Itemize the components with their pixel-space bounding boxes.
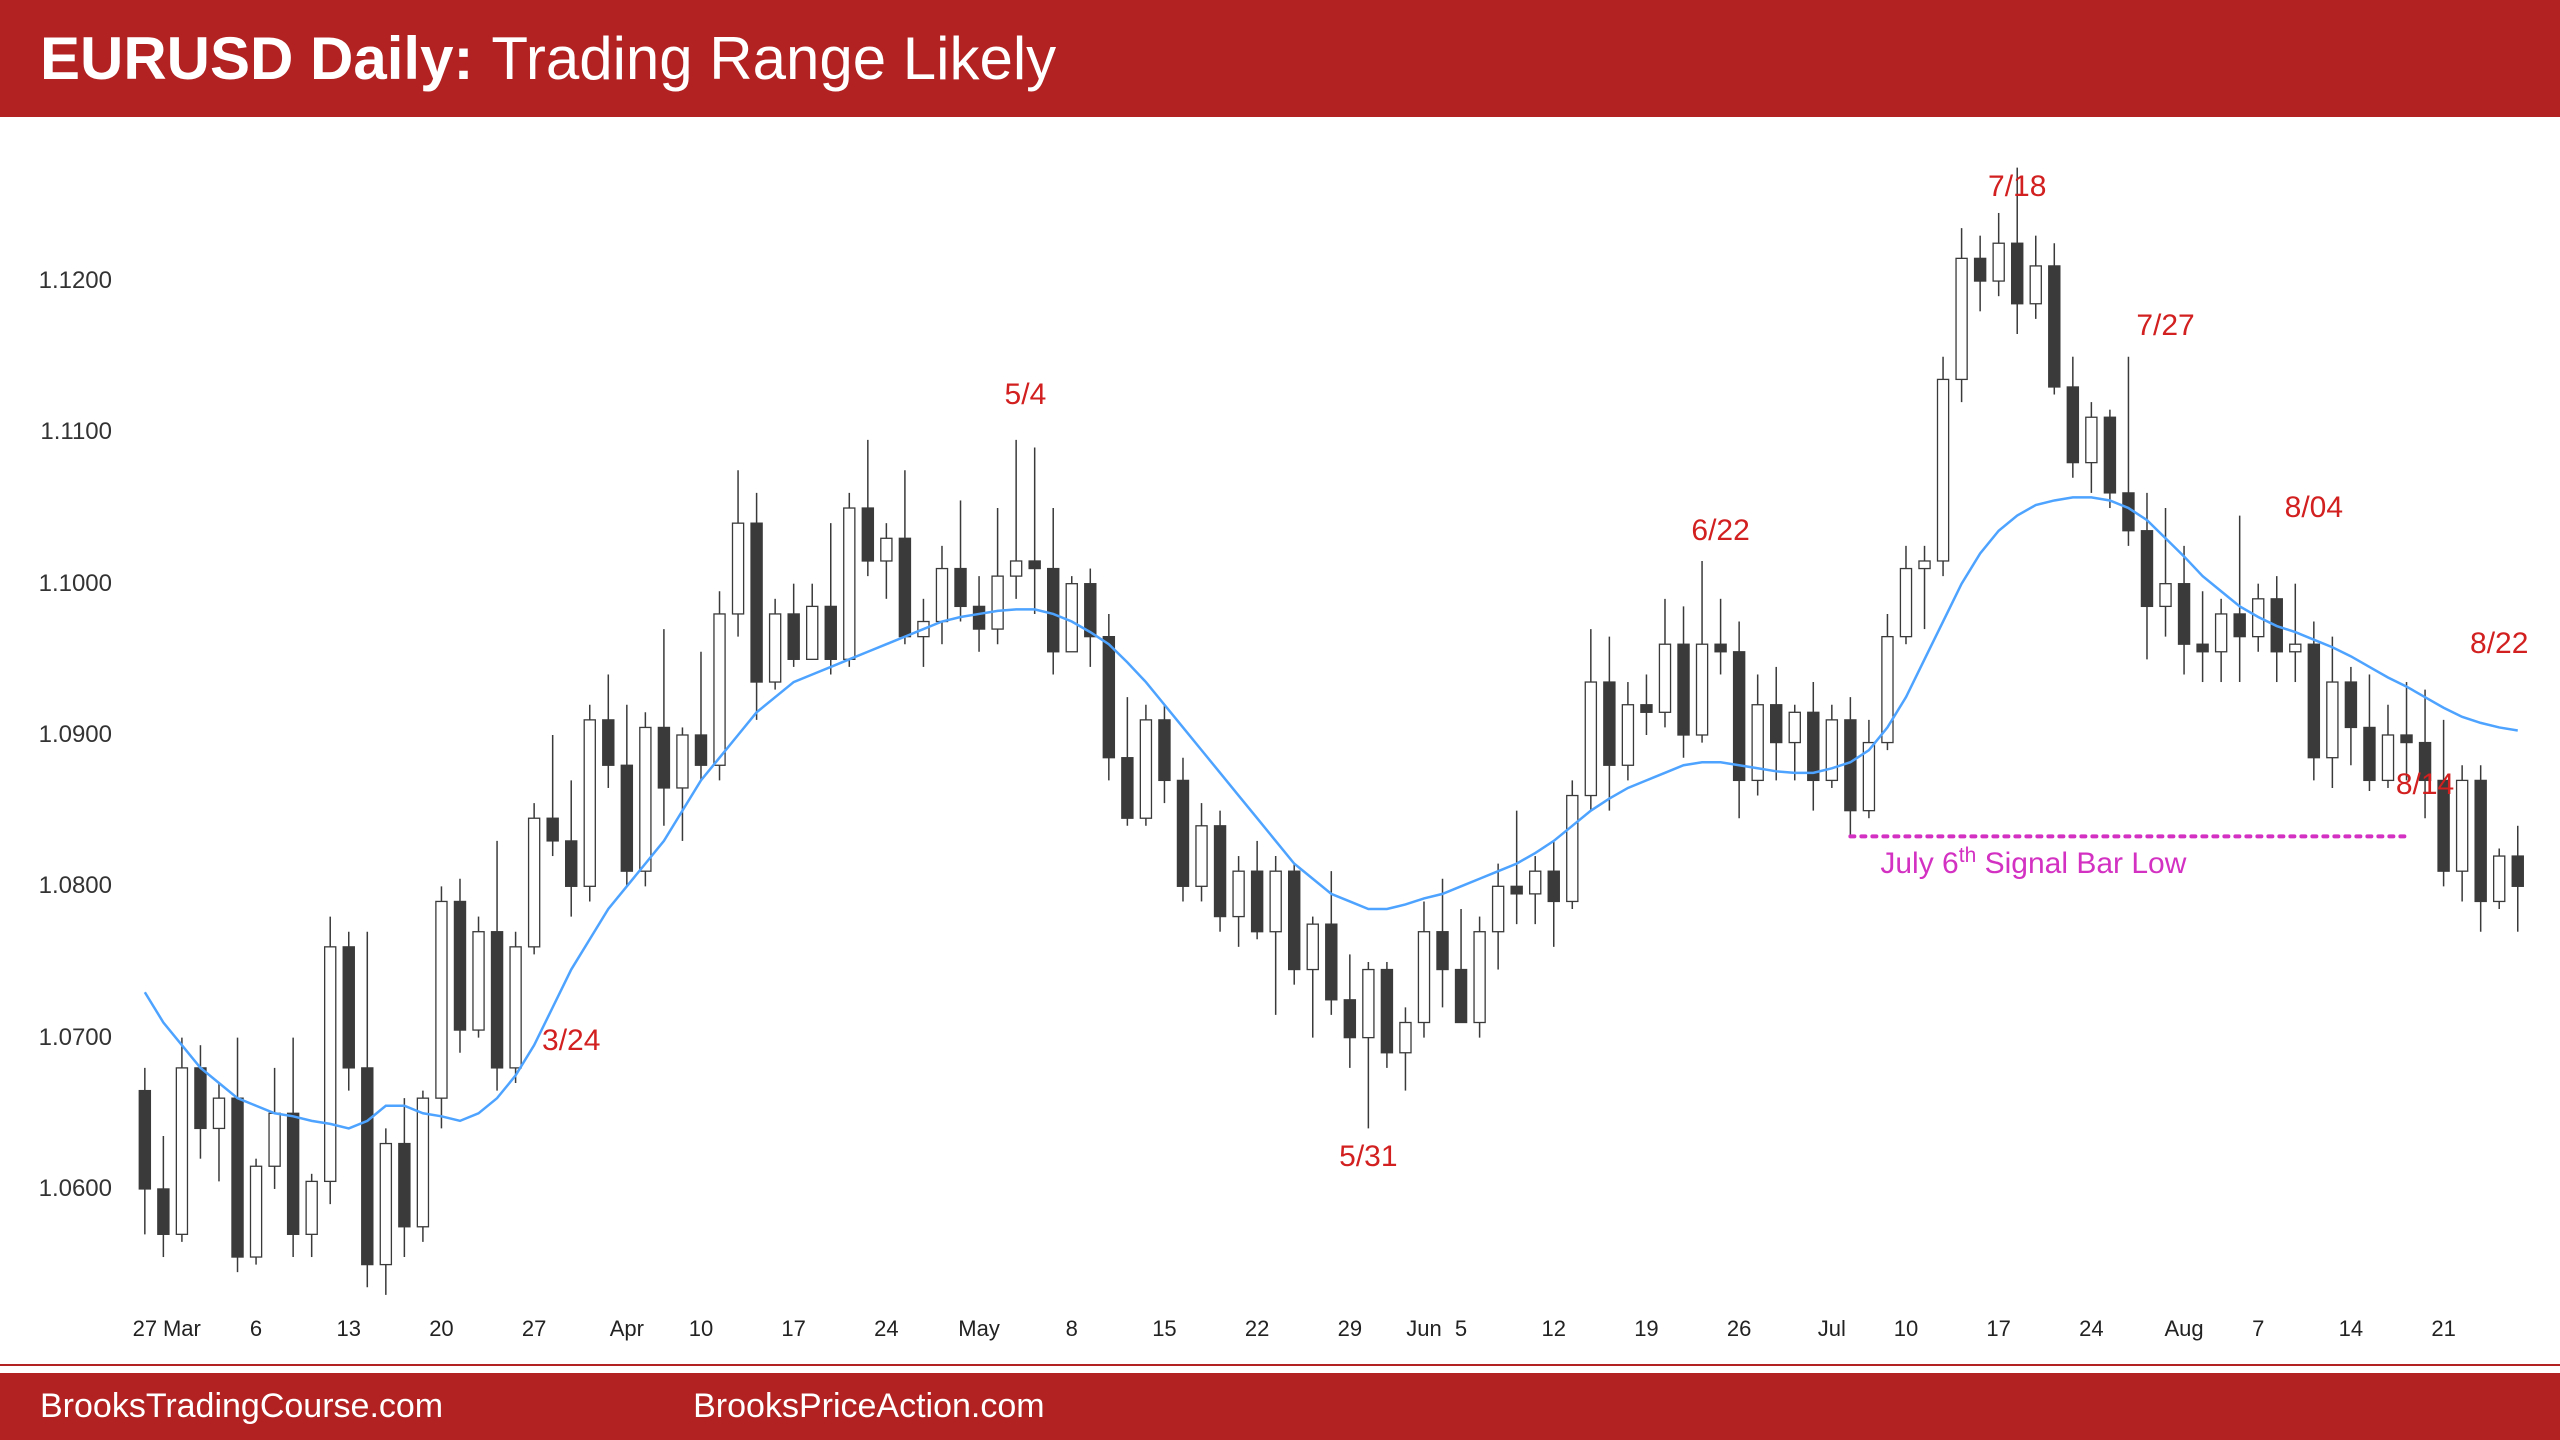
date-annotation: 8/04 [2285,491,2343,525]
y-axis: 1.0600 1.0700 1.0800 1.0900 1.1000 1.1100 1.12… [10,160,120,1310]
date-annotation: 5/31 [1339,1140,1397,1174]
x-tick-label: 12 [1542,1316,1566,1342]
date-annotation: 7/27 [2136,309,2194,343]
y-tick-label: 1.1000 [39,570,112,598]
x-axis: 27Mar6132027Apr101724May8152229Jun512192… [130,1310,2540,1350]
footer-link-left: BrooksTradingCourse.com [40,1387,443,1426]
footer-bar: BrooksTradingCourse.com BrooksPriceActio… [0,1373,2560,1440]
x-tick-label: 15 [1152,1316,1176,1342]
x-tick-label: 24 [874,1316,898,1342]
x-tick-label: 6 [250,1316,262,1342]
plot-area: July 6th Signal Bar Low 5/4 3/24 5/31 6/22 7/… [130,160,2540,1310]
y-tick-label: 1.1100 [40,418,112,446]
x-tick-label: 17 [781,1316,805,1342]
x-tick-label: 24 [2079,1316,2103,1342]
x-tick-label: 13 [337,1316,361,1342]
date-annotation: 8/22 [2470,627,2528,661]
footer-link-right: BrooksPriceAction.com [693,1387,1044,1426]
y-tick-label: 1.0700 [39,1024,112,1052]
x-tick-label: 10 [1894,1316,1918,1342]
footer-rule [0,1364,2560,1366]
x-tick-label: 5 [1455,1316,1467,1342]
x-tick-label: 29 [1338,1316,1362,1342]
header-title-light: Trading Range Likely [491,24,1056,93]
x-tick-label: 14 [2339,1316,2363,1342]
x-tick-label: 8 [1066,1316,1078,1342]
x-tick-label: 22 [1245,1316,1269,1342]
x-tick-label: 10 [689,1316,713,1342]
y-tick-label: 1.0600 [39,1175,112,1203]
date-annotation: 5/4 [1005,378,1047,412]
header-bar: EURUSD Daily: Trading Range Likely [0,0,2560,117]
x-tick-label: 27 [133,1316,157,1342]
x-tick-label: 21 [2431,1316,2455,1342]
x-tick-label: 17 [1986,1316,2010,1342]
chart-area: 1.0600 1.0700 1.0800 1.0900 1.1000 1.1100 1.12… [10,160,2550,1350]
y-tick-label: 1.1200 [39,267,112,295]
x-tick-label: Apr [610,1316,644,1342]
x-tick-label: Jul [1818,1316,1846,1342]
y-tick-label: 1.0800 [39,872,112,900]
date-annotation: 8/14 [2396,768,2454,802]
x-tick-label: Jun [1406,1316,1441,1342]
date-annotation: 7/18 [1988,170,2046,204]
x-tick-label: Aug [2164,1316,2203,1342]
x-tick-label: 19 [1634,1316,1658,1342]
x-tick-label: 20 [429,1316,453,1342]
x-tick-label: 7 [2252,1316,2264,1342]
x-tick-label: 26 [1727,1316,1751,1342]
x-tick-label: May [958,1316,1000,1342]
date-annotation: 3/24 [542,1024,600,1058]
x-tick-label: 27 [522,1316,546,1342]
header-title-bold: EURUSD Daily: [40,24,473,93]
date-annotation: 6/22 [1691,514,1749,548]
x-tick-label: Mar [163,1316,201,1342]
signal-bar-label: July 6th Signal Bar Low [1880,844,2186,881]
y-tick-label: 1.0900 [39,721,112,749]
